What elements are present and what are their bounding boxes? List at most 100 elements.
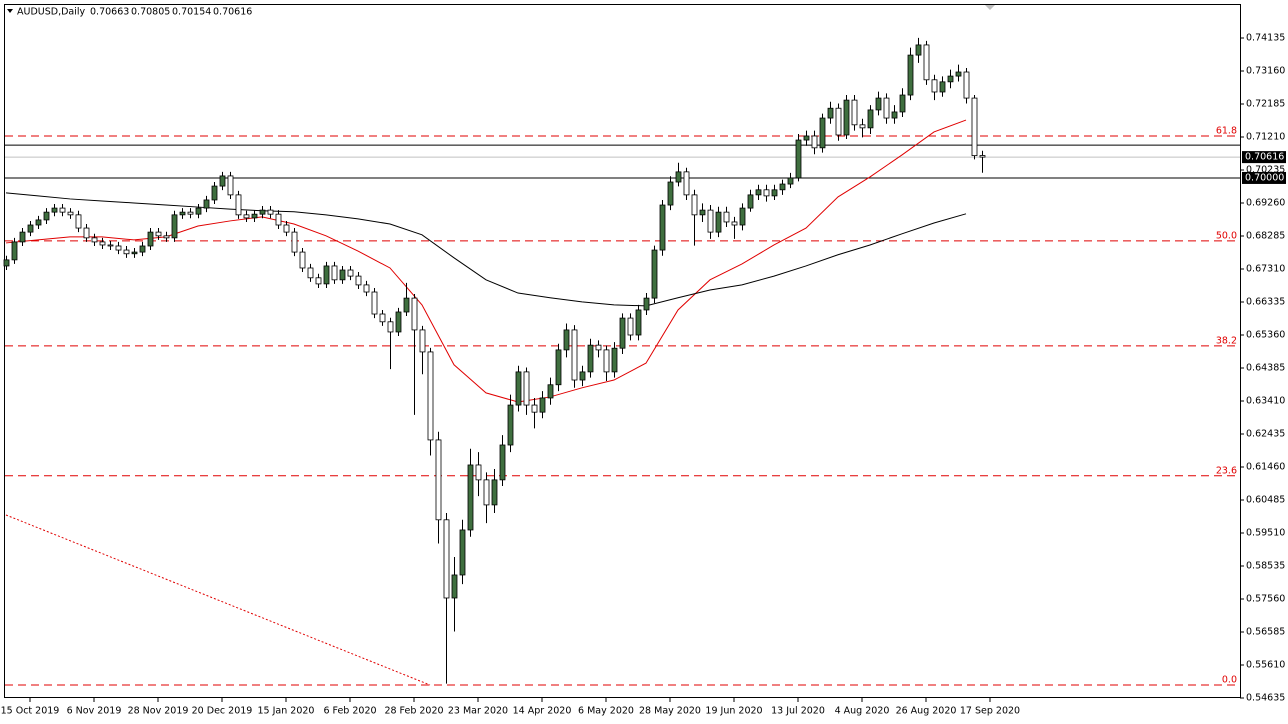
candle-body bbox=[923, 44, 930, 81]
candle-body bbox=[251, 213, 258, 219]
candle-body bbox=[323, 265, 330, 285]
candle-body bbox=[587, 344, 594, 373]
candle-body bbox=[459, 529, 466, 576]
candle-body bbox=[267, 209, 274, 215]
candle-body bbox=[723, 211, 730, 223]
candle-body bbox=[203, 199, 210, 209]
candle-body bbox=[115, 245, 122, 251]
x-tick-label: 6 May 2020 bbox=[578, 706, 634, 717]
candle-body bbox=[291, 231, 298, 253]
y-tick-label: 0.56585 bbox=[1246, 627, 1285, 638]
candle-body bbox=[43, 211, 50, 221]
candle-body bbox=[883, 97, 890, 119]
candle-body bbox=[35, 219, 42, 226]
header: AUDUSD,Daily 0.70663 0.70805 0.70154 0.7… bbox=[17, 7, 252, 18]
candle-body bbox=[27, 224, 34, 233]
candle-body bbox=[539, 397, 546, 413]
candle-body bbox=[171, 214, 178, 239]
x-tick-label: 26 Aug 2020 bbox=[896, 706, 957, 717]
candle-body bbox=[819, 117, 826, 149]
candle-body bbox=[331, 265, 338, 281]
y-tick-label: 0.62435 bbox=[1246, 429, 1285, 440]
y-tick-label: 0.67310 bbox=[1246, 264, 1285, 275]
candle-body bbox=[803, 135, 810, 141]
x-tick-label: 19 Jun 2020 bbox=[705, 706, 762, 717]
candle-body bbox=[11, 241, 18, 261]
candle-body bbox=[427, 351, 434, 441]
candle-body bbox=[979, 155, 986, 158]
y-tick-label: 0.72185 bbox=[1246, 99, 1285, 110]
candle-body bbox=[155, 231, 162, 237]
y-tick-label: 0.58535 bbox=[1246, 561, 1285, 572]
candle-body bbox=[219, 175, 226, 187]
chart-title: AUDUSD,Daily bbox=[17, 7, 86, 18]
candle-body bbox=[651, 249, 658, 299]
candle-body bbox=[787, 177, 794, 185]
candle-body bbox=[75, 214, 82, 229]
candle-body bbox=[419, 329, 426, 353]
candle-body bbox=[443, 519, 450, 599]
candle-body bbox=[59, 207, 66, 213]
candle-body bbox=[187, 211, 194, 215]
candle-body bbox=[91, 237, 98, 243]
candle-body bbox=[691, 194, 698, 216]
candle-body bbox=[771, 189, 778, 197]
candle-body bbox=[747, 194, 754, 209]
candle-body bbox=[163, 235, 170, 239]
y-tick-label: 0.65360 bbox=[1246, 330, 1285, 341]
ohlc-open: 0.70663 bbox=[90, 7, 129, 18]
menu-icon[interactable] bbox=[7, 9, 13, 13]
candle-body bbox=[315, 277, 322, 285]
candle-body bbox=[363, 284, 370, 293]
candle-body bbox=[435, 439, 442, 521]
ohlc-high: 0.70805 bbox=[131, 7, 170, 18]
candle-body bbox=[891, 111, 898, 119]
candle-body bbox=[499, 444, 506, 481]
candle-body bbox=[147, 231, 154, 247]
candle-body bbox=[259, 209, 266, 215]
fib-label: 61.8 bbox=[1216, 125, 1237, 136]
candle-body bbox=[451, 574, 458, 599]
trend-line bbox=[5, 514, 431, 686]
y-tick-label: 0.54635 bbox=[1246, 693, 1285, 704]
candle-body bbox=[579, 371, 586, 381]
y-tick-label: 0.64385 bbox=[1246, 363, 1285, 374]
candle-body bbox=[195, 207, 202, 215]
ohlc-close: 0.70616 bbox=[213, 7, 252, 18]
fib-label: 23.6 bbox=[1216, 465, 1237, 476]
candle-body bbox=[19, 231, 26, 243]
shift-marker[interactable] bbox=[985, 5, 995, 10]
candle-body bbox=[67, 211, 74, 216]
candle-body bbox=[403, 297, 410, 313]
y-tick-label: 0.71210 bbox=[1246, 132, 1285, 143]
candle-body bbox=[875, 97, 882, 111]
x-tick-label: 28 May 2020 bbox=[639, 706, 701, 717]
candle-body bbox=[491, 479, 498, 506]
candle-body bbox=[899, 94, 906, 113]
candle-body bbox=[379, 313, 386, 323]
y-tick-label: 0.61460 bbox=[1246, 462, 1285, 473]
price-label-box bbox=[1242, 171, 1286, 184]
candle-body bbox=[507, 404, 514, 446]
y-tick-label: 0.66335 bbox=[1246, 297, 1285, 308]
candle-body bbox=[859, 124, 866, 129]
candle-body bbox=[475, 464, 482, 481]
candle-body bbox=[763, 189, 770, 197]
candle-body bbox=[83, 227, 90, 239]
candle-body bbox=[99, 241, 106, 246]
x-tick-label: 23 Mar 2020 bbox=[448, 706, 508, 717]
candle-body bbox=[139, 245, 146, 253]
candle-body bbox=[299, 251, 306, 269]
candle-body bbox=[107, 244, 114, 247]
candle-body bbox=[523, 371, 530, 406]
candle-body bbox=[283, 224, 290, 233]
x-tick-label: 28 Feb 2020 bbox=[384, 706, 443, 717]
ohlc-low: 0.70154 bbox=[172, 7, 211, 18]
candle-body bbox=[843, 99, 850, 136]
candle-body bbox=[811, 135, 818, 149]
x-tick-label: 4 Aug 2020 bbox=[835, 706, 890, 717]
candle-body bbox=[675, 171, 682, 183]
candle-body bbox=[963, 71, 970, 99]
y-tick-label: 0.70235 bbox=[1246, 165, 1285, 176]
candle-body bbox=[715, 211, 722, 233]
